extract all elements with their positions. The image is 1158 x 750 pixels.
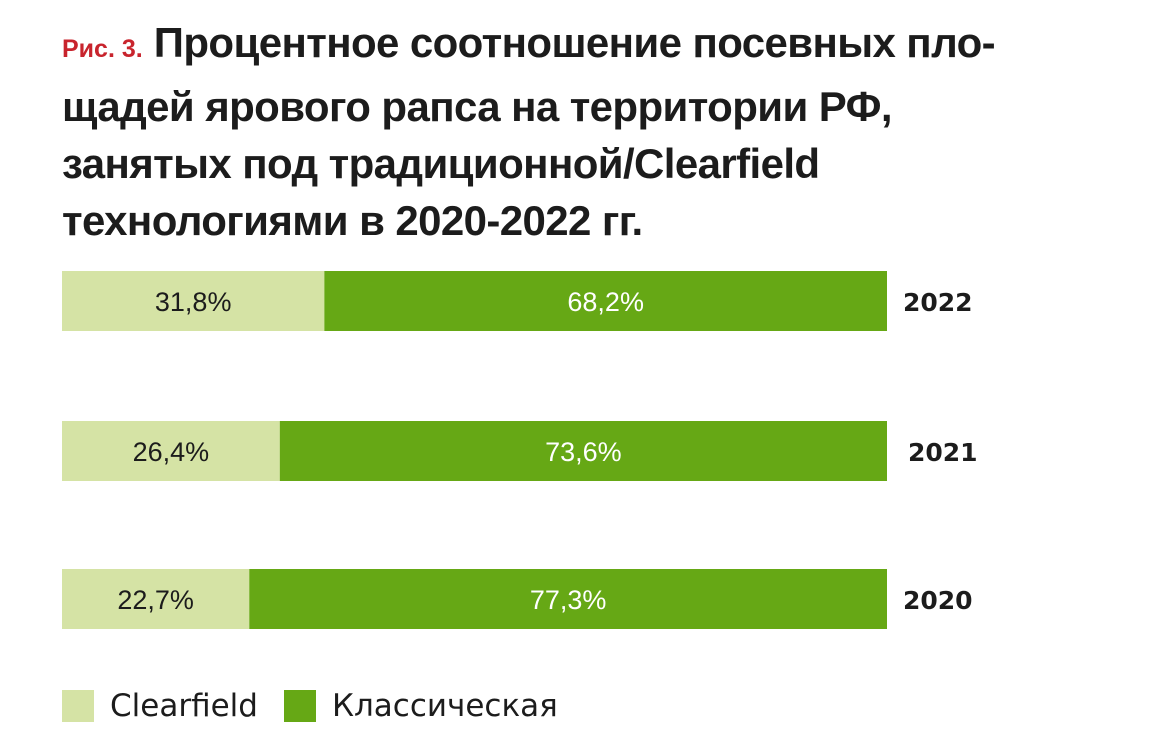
legend-label-classic: Классическая [331,688,558,724]
bar-segment-clearfield-2021 [62,421,280,481]
data-label-clearfield-2021: 26,4% [133,437,210,467]
bar-segment-classic-2021 [279,421,887,481]
bar-segment-classic-2022 [324,271,888,331]
legend-item-classic: Классическая [283,688,558,724]
data-label-clearfield-2020: 22,7% [117,585,194,615]
legend-swatch-clearfield [62,690,94,722]
legend: Clearfield Классическая [62,686,584,726]
legend-item-clearfield: Clearfield [62,688,258,724]
chart-title: Рис. 3. Процентное соотношение посевных … [62,14,1122,249]
data-label-classic-2022: 68,2% [567,287,644,317]
bar-segment-classic-2020 [249,569,887,629]
category-label-2021: 2021 [908,438,978,467]
category-label-2022: 2022 [903,288,973,317]
data-label-clearfield-2022: 31,8% [155,287,232,317]
chart-title-text: Процентное соотношение посевных пло-щаде… [62,19,996,244]
legend-swatch-classic [283,690,316,722]
legend-label-clearfield: Clearfield [110,688,258,724]
bar-segment-clearfield-2020 [62,569,250,629]
category-label-2020: 2020 [903,586,973,615]
bar-segment-clearfield-2022 [62,271,325,331]
data-label-classic-2021: 73,6% [545,437,622,467]
figure-label: Рис. 3. [62,35,143,63]
data-label-classic-2020: 77,3% [530,585,607,615]
